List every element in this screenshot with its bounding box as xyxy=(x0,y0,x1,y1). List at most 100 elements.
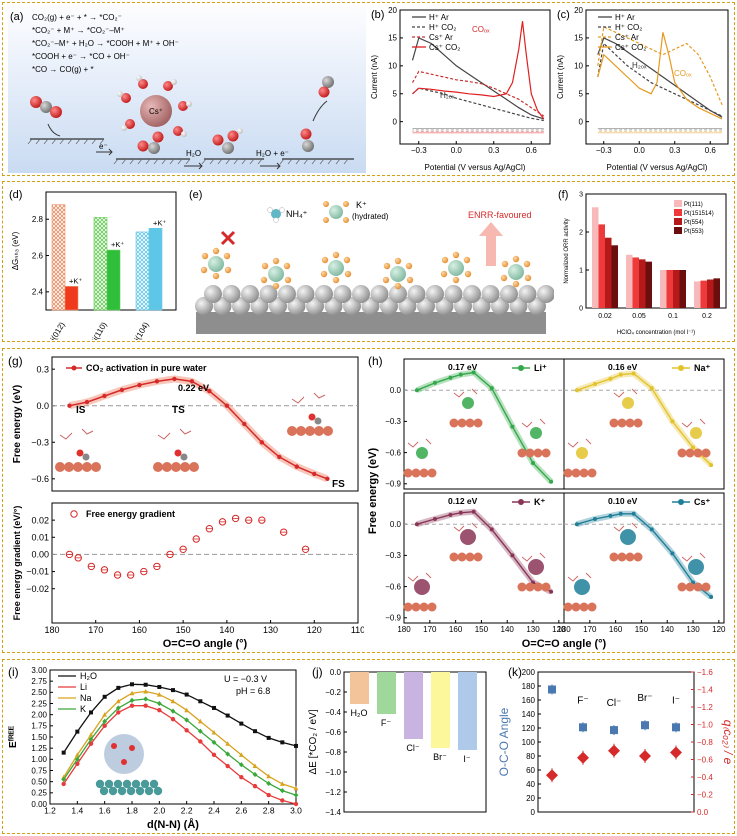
h-0-ytick-label: 0.0 xyxy=(390,386,402,395)
cs-hydration-shell xyxy=(117,75,192,154)
i-point-1 xyxy=(280,798,285,803)
f-legend-label-0: Pt(111) xyxy=(684,202,703,208)
h-3-xtick-label: 180 xyxy=(557,625,571,634)
h-point-1 xyxy=(618,372,623,377)
i-point-2 xyxy=(225,741,231,746)
h-2-ytick-label: 0.0 xyxy=(390,520,402,529)
c-plot-frame xyxy=(585,9,729,145)
water-network xyxy=(521,418,546,428)
d-bar-2-0 xyxy=(135,231,150,311)
i-ytick-label: 3.00 xyxy=(31,666,47,675)
b-ytick-label: 15 xyxy=(388,34,397,43)
i-point-0 xyxy=(280,740,285,745)
i-point-1 xyxy=(225,763,230,769)
water-oxygen xyxy=(224,266,232,274)
panel-c-chart: (c) −0.3 0.0 0.3 0.6 0 5 10 15 20 Potential (V ve… xyxy=(556,6,729,172)
surface-atom xyxy=(407,285,426,303)
j-category-label-1: F⁻ xyxy=(381,718,391,728)
i-ytick-label: 2.00 xyxy=(31,710,47,719)
i-point-2 xyxy=(129,690,135,696)
cu-atom xyxy=(609,418,619,428)
panel-label-h: (h) xyxy=(368,354,383,368)
surface-atom xyxy=(444,285,463,303)
surface-atom xyxy=(315,285,333,303)
d-bar-0-1 xyxy=(64,286,79,311)
k-angle-point-3 xyxy=(641,721,649,730)
i-point-1 xyxy=(129,703,135,708)
water-network xyxy=(291,392,326,404)
k-angle-point-2 xyxy=(610,726,618,735)
water-network xyxy=(407,572,432,582)
f-legend-label-1: Pt(151514) xyxy=(684,211,714,217)
cation-sphere xyxy=(104,734,144,774)
i-ytick-label: 0.00 xyxy=(31,800,47,809)
h-band-0 xyxy=(415,369,554,484)
k-ion-sub-label: (hydrated) xyxy=(352,212,389,221)
cu-atom xyxy=(587,602,597,612)
water-network xyxy=(681,418,706,428)
i-point-1 xyxy=(75,761,80,766)
i-series-line-2 xyxy=(63,690,297,790)
i-point-0 xyxy=(212,705,216,710)
h-point-2 xyxy=(549,589,554,594)
h-snapshot-inset xyxy=(449,388,483,428)
h-barrier-label-3: 0.10 eV xyxy=(608,496,638,506)
h-point-3 xyxy=(631,511,636,516)
i-point-2 xyxy=(211,729,217,735)
i-point-2 xyxy=(170,698,176,704)
k-ion xyxy=(390,266,406,282)
cu-atom xyxy=(287,426,297,436)
g-top-point xyxy=(207,388,212,394)
o-atom xyxy=(111,743,117,749)
k-y2tick-label: −0.8 xyxy=(697,738,713,747)
water-oxygen xyxy=(284,276,292,284)
h-subplot-frame-2 xyxy=(403,492,565,624)
cu-atom xyxy=(162,462,172,472)
surface-atom xyxy=(113,779,123,789)
k-ion-legend xyxy=(323,201,349,223)
surface-atom xyxy=(99,786,109,796)
i-point-2 xyxy=(266,773,272,779)
surface-hatching xyxy=(27,138,349,165)
k-angle-point-0 xyxy=(548,685,556,694)
g-top-legend-label: CO₂ activation in pure water xyxy=(86,363,207,373)
water-oxygen xyxy=(440,270,448,278)
b-legend-label-0: H⁺ Ar xyxy=(429,13,449,22)
cu-atom xyxy=(693,448,703,458)
h-snapshot-inset xyxy=(677,418,711,458)
nh4-label: NH₄⁺ xyxy=(286,209,308,219)
i-point-3 xyxy=(143,696,149,702)
surface-atom xyxy=(370,285,389,303)
f-bar-3-2 xyxy=(707,279,714,308)
f-category-label-2: 0.1 xyxy=(668,313,678,320)
c-series-line-2 xyxy=(597,25,723,106)
i-point-3 xyxy=(156,700,162,707)
i-point-2 xyxy=(252,763,258,769)
cu-atom xyxy=(517,448,527,458)
cu-atom xyxy=(457,418,467,428)
cu-atom xyxy=(171,462,181,472)
metal-cation xyxy=(530,427,542,439)
h-point-1 xyxy=(631,371,636,376)
k-ion xyxy=(328,260,344,276)
panel-label-a: (a) xyxy=(10,11,23,23)
j-ytick-label: −0.2 xyxy=(325,688,341,697)
i-point-2 xyxy=(238,752,244,757)
panel-k-chart: (k) 0 20 40 60 80 100 120 140 160 180 200 0.0 −0.2 −0… xyxy=(497,665,734,817)
d-category-label-0: Bi(012) xyxy=(46,320,67,340)
i-point-3 xyxy=(129,697,135,703)
i-point-0 xyxy=(75,729,80,734)
k-ion xyxy=(268,266,284,282)
j-ytick-label: −1.4 xyxy=(325,808,341,817)
b-legend-label-2: Cs⁺ Ar xyxy=(429,33,453,42)
surface-atom xyxy=(135,786,145,796)
step-label-electron: e⁻ xyxy=(99,142,108,151)
j-ytick-label: −1.2 xyxy=(325,788,341,797)
cu-atom xyxy=(403,468,413,478)
cu-atom xyxy=(617,552,627,562)
h-snapshot-inset xyxy=(563,438,597,478)
metal-cation xyxy=(528,559,544,575)
b-annotation-1: H₂ₒₓ xyxy=(440,91,455,100)
cu-atom xyxy=(701,582,711,592)
c-series-line-0 xyxy=(597,37,723,118)
